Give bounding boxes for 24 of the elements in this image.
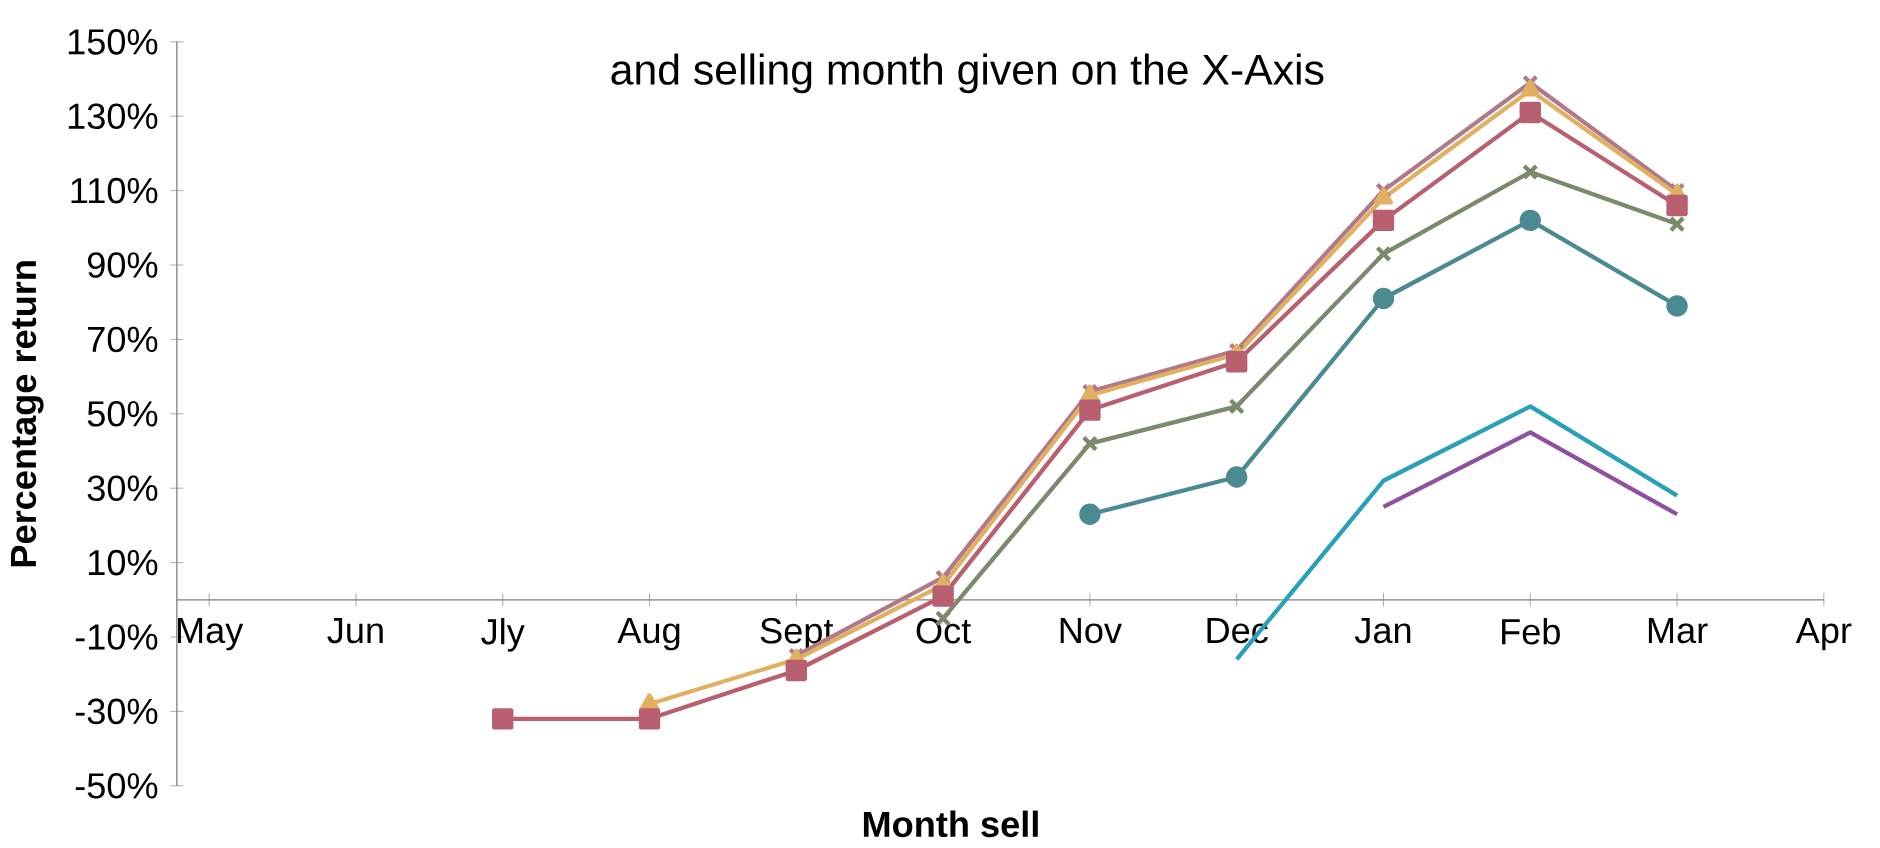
y-tick-label: 130% bbox=[68, 103, 158, 129]
x-tick-label: Jly bbox=[481, 617, 525, 652]
y-tick-label: -50% bbox=[75, 772, 158, 799]
annotation: and selling month given on the X-Axis bbox=[611, 53, 1324, 94]
x-tick-label: May bbox=[177, 617, 244, 651]
x-tick-label: Jan bbox=[1354, 617, 1411, 644]
y-tick-label: -30% bbox=[75, 698, 158, 725]
x-tick-label: Apr bbox=[1795, 617, 1852, 651]
x-tick-label: Jun bbox=[327, 617, 383, 644]
y-tick-label: 10% bbox=[88, 549, 158, 576]
y-axis-title: Percentage return bbox=[11, 261, 44, 567]
x-tick-label: Feb bbox=[1502, 617, 1560, 645]
y-tick-label: 110% bbox=[71, 177, 158, 204]
y-tick-label: 150% bbox=[68, 29, 158, 55]
x-tick-label: Aug bbox=[617, 617, 680, 651]
x-tick-label: Nov bbox=[1060, 617, 1122, 644]
y-tick-label: 90% bbox=[87, 252, 158, 278]
y-tick-label: 30% bbox=[87, 475, 158, 501]
x-tick-label: Mar bbox=[1648, 617, 1708, 644]
x-tick-label: Oct bbox=[916, 617, 971, 644]
y-tick-label: -10% bbox=[75, 624, 158, 650]
x-axis-title: Month sell bbox=[863, 810, 1038, 838]
y-tick-label: 50% bbox=[87, 400, 158, 427]
y-tick-label: 70% bbox=[88, 326, 158, 353]
